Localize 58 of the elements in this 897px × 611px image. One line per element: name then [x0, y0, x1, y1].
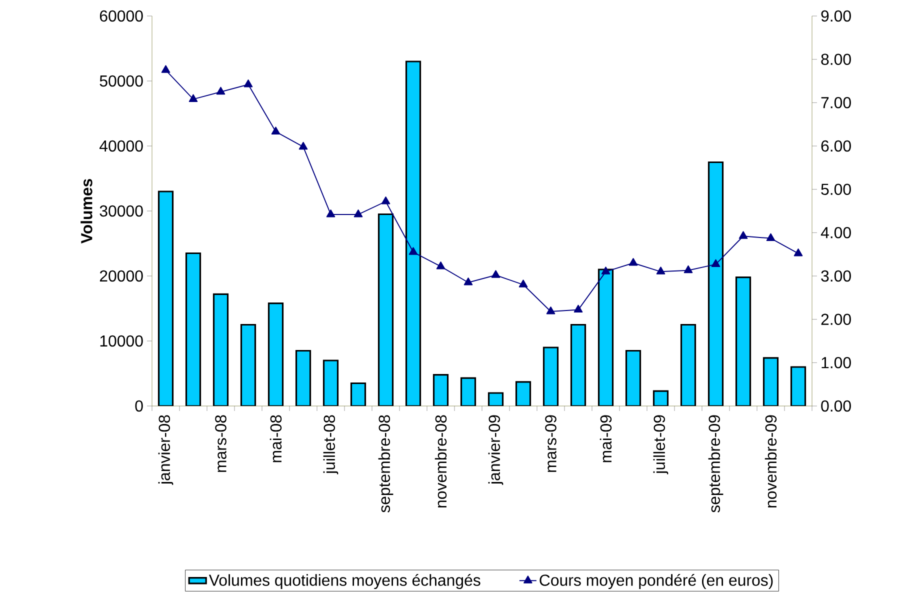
point	[574, 304, 583, 313]
y2-tick-label: 3.00	[821, 270, 851, 282]
point	[711, 259, 720, 268]
bar	[708, 161, 724, 406]
legend-label: Volumes quotidiens moyens échangés	[208, 574, 480, 590]
x-tick-label: novembre-09	[764, 415, 777, 508]
point	[436, 261, 446, 270]
y2-tick-label: 0.00	[821, 400, 851, 412]
y2-tick-label: 9.00	[821, 10, 851, 22]
point	[518, 280, 528, 288]
x-tick-label: mai-08	[270, 415, 282, 462]
x-tick-label: septembre-09	[708, 415, 724, 512]
x-tick-label: septembre-08	[378, 415, 394, 512]
x-tick-label: mars-08	[215, 415, 226, 472]
y2-tick-label: 1.00	[822, 357, 851, 368]
point	[271, 126, 280, 134]
point	[188, 94, 198, 102]
x-tick-label: juillet-08	[323, 415, 338, 474]
point	[381, 196, 390, 204]
point	[766, 233, 776, 242]
point	[491, 270, 500, 278]
point	[244, 79, 253, 88]
bar	[405, 60, 422, 406]
y2-tick-label: 7.00	[821, 97, 851, 108]
x-tick-label: juillet-09	[653, 415, 668, 474]
y2-tick-label: 5.00	[821, 184, 851, 195]
x-tick-label: novembre-08	[434, 415, 447, 508]
point	[464, 278, 473, 286]
y-tick-label: 0	[135, 400, 143, 412]
point	[656, 266, 666, 274]
y2-tick-label: 2.00	[821, 314, 851, 325]
point	[628, 258, 638, 266]
y2-tick-label: 8.00	[821, 54, 851, 65]
point	[161, 65, 170, 73]
point	[738, 231, 748, 239]
point	[601, 266, 610, 274]
point	[354, 209, 363, 218]
x-tick-label: janvier-09	[488, 415, 504, 485]
y2-tick-label: 6.00	[821, 140, 851, 152]
y-tick-label: 40000	[100, 140, 143, 152]
y-tick-label: 30000	[100, 205, 143, 217]
x-tick-label: janvier-08	[158, 415, 174, 485]
point	[684, 265, 693, 274]
point	[216, 86, 226, 95]
y-axis-title: Volumes	[80, 179, 92, 244]
y-tick-label: 60000	[100, 10, 143, 22]
point	[326, 209, 336, 218]
point	[794, 248, 803, 256]
y-tick-label: 50000	[100, 75, 143, 87]
point	[408, 247, 418, 255]
y-tick-label: 20000	[100, 270, 143, 282]
y2-tick-label: 4.00	[820, 227, 851, 238]
x-tick-label: mars-09	[545, 415, 556, 472]
legend-label: Cours moyen pondéré (en euros)	[540, 574, 773, 590]
point	[298, 142, 308, 150]
x-tick-label: mai-09	[600, 415, 612, 462]
y-tick-label: 10000	[100, 335, 143, 347]
point	[546, 306, 556, 314]
